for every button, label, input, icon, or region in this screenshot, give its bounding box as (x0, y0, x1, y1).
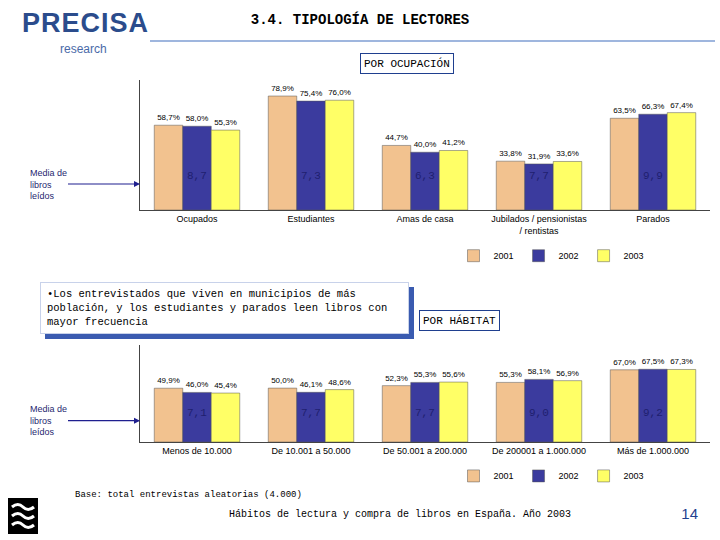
svg-text:Media delibrosleídos: Media delibrosleídos (30, 168, 67, 201)
svg-text:2003: 2003 (624, 251, 644, 261)
svg-text:40,0%: 40,0% (414, 140, 437, 149)
svg-text:46,0%: 46,0% (186, 380, 209, 389)
svg-text:67,5%: 67,5% (642, 357, 665, 366)
svg-text:POR HÁBITAT: POR HÁBITAT (423, 314, 496, 327)
svg-text:7,1: 7,1 (187, 407, 207, 419)
svg-text:66,3%: 66,3% (642, 102, 665, 111)
svg-text:7,7: 7,7 (415, 407, 435, 419)
svg-text:67,3%: 67,3% (670, 357, 693, 366)
svg-text:Media delibrosleídos: Media delibrosleídos (30, 404, 67, 437)
svg-text:31,9%: 31,9% (528, 152, 551, 161)
svg-text:67,0%: 67,0% (613, 358, 636, 367)
svg-text:75,4%: 75,4% (300, 89, 323, 98)
html-text:Hábitos de lectura y compra de: Hábitos de lectura y compra de libros en… (229, 509, 571, 520)
svg-text:2003: 2003 (624, 471, 644, 481)
svg-text:45,4%: 45,4% (214, 381, 237, 390)
svg-text:78,9%: 78,9% (271, 84, 294, 93)
html-text:Base: total entrevistas aleato: Base: total entrevistas aleatorias (4.00… (75, 490, 302, 500)
svg-text:56,9%: 56,9% (556, 369, 579, 378)
svg-text:55,3%: 55,3% (499, 370, 522, 379)
svg-text:De 200001 a 1.000.000: De 200001 a 1.000.000 (492, 446, 586, 456)
svg-text:Parados: Parados (636, 214, 670, 224)
svg-text:2001: 2001 (494, 251, 514, 261)
svg-text:55,3%: 55,3% (214, 118, 237, 127)
svg-text:7,3: 7,3 (301, 170, 321, 182)
svg-text:Estudiantes: Estudiantes (287, 214, 335, 224)
svg-text:58,1%: 58,1% (528, 367, 551, 376)
svg-text:58,0%: 58,0% (186, 114, 209, 123)
svg-text:58,7%: 58,7% (157, 113, 180, 122)
svg-text:Jubilados / pensionistas/ rent: Jubilados / pensionistas/ rentistas (491, 214, 587, 236)
svg-text:Amas de casa: Amas de casa (396, 214, 453, 224)
svg-text:52,3%: 52,3% (385, 374, 408, 383)
svg-text:Menos de 10.000: Menos de 10.000 (162, 446, 232, 456)
html-text:14: 14 (681, 505, 698, 522)
svg-text:8,7: 8,7 (187, 170, 207, 182)
svg-text:63,5%: 63,5% (613, 106, 636, 115)
svg-text:33,8%: 33,8% (499, 149, 522, 158)
svg-text:55,3%: 55,3% (414, 370, 437, 379)
svg-text:7,7: 7,7 (529, 170, 549, 182)
svg-text:49,9%: 49,9% (157, 376, 180, 385)
svg-text:9,0: 9,0 (529, 407, 549, 419)
svg-text:76,0%: 76,0% (328, 88, 351, 97)
svg-text:9,2: 9,2 (643, 407, 663, 419)
svg-text:55,6%: 55,6% (442, 370, 465, 379)
svg-text:Ocupados: Ocupados (176, 214, 218, 224)
svg-text:POR OCUPACIÓN: POR OCUPACIÓN (364, 57, 450, 70)
svg-text:50,0%: 50,0% (271, 376, 294, 385)
svg-text:46,1%: 46,1% (300, 380, 323, 389)
svg-text:Más de 1.000.000: Más de 1.000.000 (617, 446, 689, 456)
svg-text:2001: 2001 (494, 471, 514, 481)
svg-text:De 10.001 a 50.000: De 10.001 a 50.000 (271, 446, 350, 456)
svg-text:41,2%: 41,2% (442, 138, 465, 147)
svg-text:48,6%: 48,6% (328, 378, 351, 387)
svg-text:6,3: 6,3 (415, 170, 435, 182)
html-text:•Los entrevistados que viven e: •Los entrevistados que viven en municipi… (47, 288, 388, 328)
svg-text:2002: 2002 (559, 471, 579, 481)
html-text:3.4. TIPOLOGÍA DE LECTORES: 3.4. TIPOLOGÍA DE LECTORES (250, 12, 470, 28)
svg-text:2002: 2002 (559, 251, 579, 261)
svg-text:7,7: 7,7 (301, 407, 321, 419)
svg-text:33,6%: 33,6% (556, 149, 579, 158)
svg-text:9,9: 9,9 (643, 170, 663, 182)
html-text:research: research (60, 42, 107, 56)
svg-text:67,4%: 67,4% (670, 101, 693, 110)
svg-text:44,7%: 44,7% (385, 133, 408, 142)
html-text:PRECISA: PRECISA (22, 8, 149, 38)
svg-text:De 50.001 a 200.000: De 50.001 a 200.000 (383, 446, 467, 456)
